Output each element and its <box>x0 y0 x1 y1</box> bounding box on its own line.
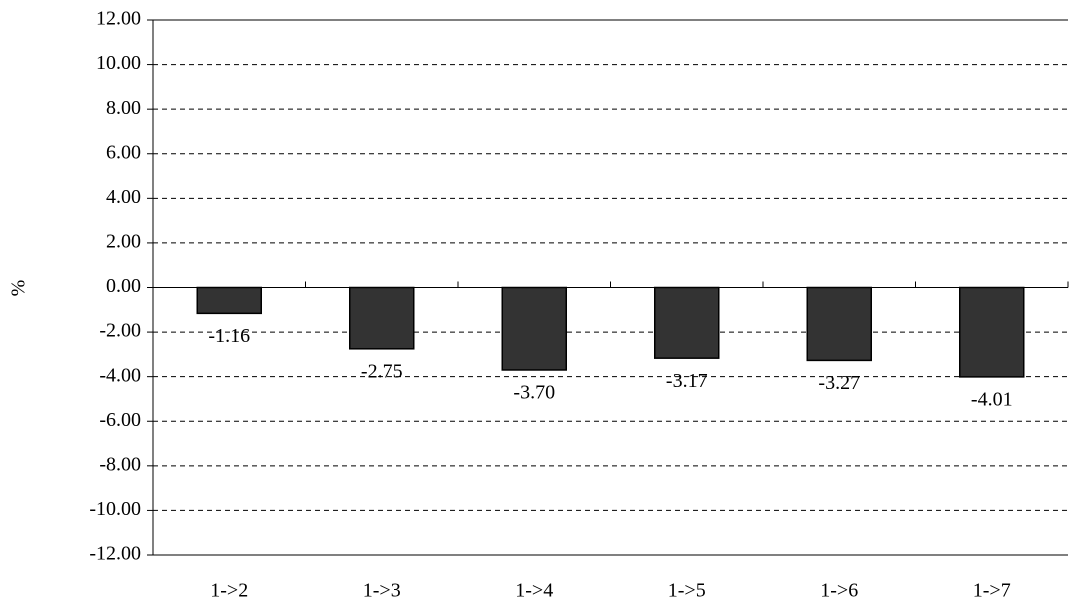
y-tick-label: -8.00 <box>99 453 141 475</box>
y-axis-label: % <box>8 280 30 297</box>
y-tick-label: -10.00 <box>89 498 141 520</box>
y-tick-label: 6.00 <box>106 141 141 163</box>
x-tick-label: 1->6 <box>820 580 858 602</box>
bar <box>349 286 415 350</box>
bar <box>959 286 1025 378</box>
data-label: -4.01 <box>971 388 1013 410</box>
x-tick-label: 1->2 <box>210 580 248 602</box>
y-tick-label: -12.00 <box>89 543 141 565</box>
data-label: -3.70 <box>513 382 555 404</box>
data-label: -3.27 <box>818 372 860 394</box>
bar <box>196 286 262 315</box>
y-tick-label: -2.00 <box>99 320 141 342</box>
x-tick-label: 1->3 <box>363 580 401 602</box>
y-tick-label: -4.00 <box>99 364 141 386</box>
y-tick-label: 12.00 <box>96 8 141 30</box>
y-tick-label: -6.00 <box>99 409 141 431</box>
x-tick-label: 1->4 <box>515 580 553 602</box>
y-tick-label: 2.00 <box>106 231 141 253</box>
bar <box>501 286 567 371</box>
y-tick-label: 8.00 <box>106 97 141 119</box>
bar <box>654 286 720 359</box>
data-label: -1.16 <box>208 325 250 347</box>
data-label: -2.75 <box>361 360 403 382</box>
y-tick-label: 10.00 <box>96 52 141 74</box>
x-tick-label: 1->5 <box>668 580 706 602</box>
y-tick-label: 4.00 <box>106 186 141 208</box>
x-tick-label: 1->7 <box>973 580 1011 602</box>
data-label: -3.17 <box>666 370 708 392</box>
y-tick-label: 0.00 <box>106 275 141 297</box>
bar <box>806 286 872 362</box>
